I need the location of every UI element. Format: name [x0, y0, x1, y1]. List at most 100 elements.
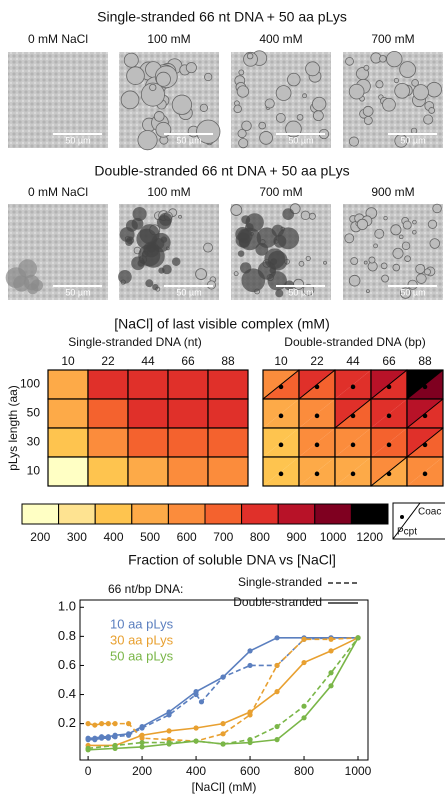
heatmap-cell: [207, 398, 249, 429]
y-tick-label: 0.6: [58, 657, 76, 672]
data-point: [105, 721, 111, 727]
y-axis-label: pLys length (aa): [6, 385, 20, 471]
colorbar-cell: [167, 503, 206, 525]
data-point: [328, 670, 334, 676]
precipitate-dot: [278, 442, 284, 448]
droplet: [264, 98, 275, 109]
heatmap-cell: [207, 369, 249, 400]
x-tick-label: 22: [101, 354, 115, 368]
droplet: [402, 220, 412, 230]
droplet: [412, 219, 417, 225]
precipitate-cell: [407, 457, 443, 486]
y-tick-label: 10: [27, 464, 41, 478]
scale-bar-label: 50 µm: [400, 135, 425, 145]
legend-title: 66 nt/bp DNA:: [108, 582, 183, 596]
cell-border: [406, 456, 444, 487]
droplet: [383, 215, 388, 221]
condition-label: 700 mM: [259, 185, 302, 199]
series-line: [88, 637, 359, 741]
heatmap-cell: [167, 456, 209, 487]
precipitate-dot: [386, 413, 392, 419]
data-point: [301, 703, 307, 709]
data-point: [92, 722, 98, 728]
y-tick-label: 30: [27, 435, 41, 449]
droplet: [238, 69, 245, 76]
droplet: [302, 93, 308, 99]
precipitate-dot: [350, 471, 356, 477]
data-point: [198, 699, 205, 705]
data-point: [112, 745, 118, 751]
data-point: [139, 744, 145, 750]
colorbar-cell: [204, 503, 243, 525]
aggregate: [131, 256, 145, 271]
droplet: [323, 260, 327, 265]
aggregate: [159, 212, 173, 226]
data-point: [85, 737, 91, 743]
droplet: [410, 127, 418, 135]
droplet: [374, 228, 385, 239]
colorbar-cell: [21, 503, 60, 525]
precipitate-dot: [314, 471, 320, 477]
droplet: [348, 83, 365, 100]
aggregate: [118, 270, 132, 284]
condition-label: 900 mM: [371, 185, 414, 199]
droplet: [204, 72, 213, 82]
data-point: [98, 721, 105, 727]
panel-title: Single-stranded DNA (nt): [68, 335, 201, 349]
precipitate-dot: [422, 471, 428, 477]
data-point: [193, 725, 199, 731]
data-point: [139, 739, 145, 746]
aggregate: [125, 219, 138, 232]
x-tick-label: 1000: [345, 764, 372, 778]
droplet: [423, 268, 431, 276]
precipitate-cell: [371, 399, 407, 428]
precipitate-dot: [422, 442, 428, 448]
data-point: [220, 721, 226, 727]
panel-title: Double-stranded DNA (bp): [284, 335, 425, 349]
legend-coacervate: Coac: [418, 507, 441, 518]
aggregate: [132, 206, 147, 222]
plot-frame: [79, 599, 369, 761]
data-point: [274, 662, 280, 669]
colorbar-label: 200: [30, 530, 50, 544]
aggregate: [171, 257, 181, 266]
droplet: [312, 96, 327, 112]
data-point: [139, 725, 145, 731]
precipitate-cell: [263, 428, 299, 457]
aggregate: [267, 271, 287, 291]
cell-diagonal: [406, 369, 444, 400]
precipitate-cell: [335, 428, 371, 457]
precipitate-dot: [278, 384, 284, 390]
droplet: [426, 81, 442, 98]
y-tick-label: 0.2: [58, 715, 76, 730]
heatmap-cell: [127, 456, 169, 487]
colorbar-label: 700: [213, 530, 233, 544]
precipitate-dot: [386, 471, 392, 477]
droplet: [398, 234, 404, 240]
droplet: [382, 97, 396, 112]
aggregate: [152, 283, 159, 291]
y-tick-label: 0.4: [58, 686, 76, 701]
aggregate: [126, 236, 135, 245]
droplet: [196, 119, 221, 144]
aggregate: [270, 258, 278, 265]
precipitate-dot: [314, 384, 320, 390]
panel-title: Single-stranded 66 nt DNA + 50 aa pLys: [97, 9, 347, 25]
precipitate-cell: [299, 428, 335, 457]
x-tick-label: 88: [418, 354, 432, 368]
droplet: [171, 94, 193, 115]
droplet: [392, 247, 404, 259]
scale-bar-label: 50 µm: [65, 135, 90, 145]
cell-diagonal: [406, 427, 444, 458]
droplet: [428, 107, 436, 114]
droplet: [298, 260, 305, 267]
droplet: [348, 136, 359, 147]
condition-label: 0 mM NaCl: [28, 185, 88, 199]
droplet: [241, 120, 252, 132]
colorbar-cell: [131, 503, 169, 525]
heatmap-cell: [167, 369, 209, 400]
colorbar-label: 1200: [356, 530, 383, 544]
colorbar-label: 400: [103, 530, 123, 544]
condition-label: 0 mM NaCl: [28, 32, 88, 46]
